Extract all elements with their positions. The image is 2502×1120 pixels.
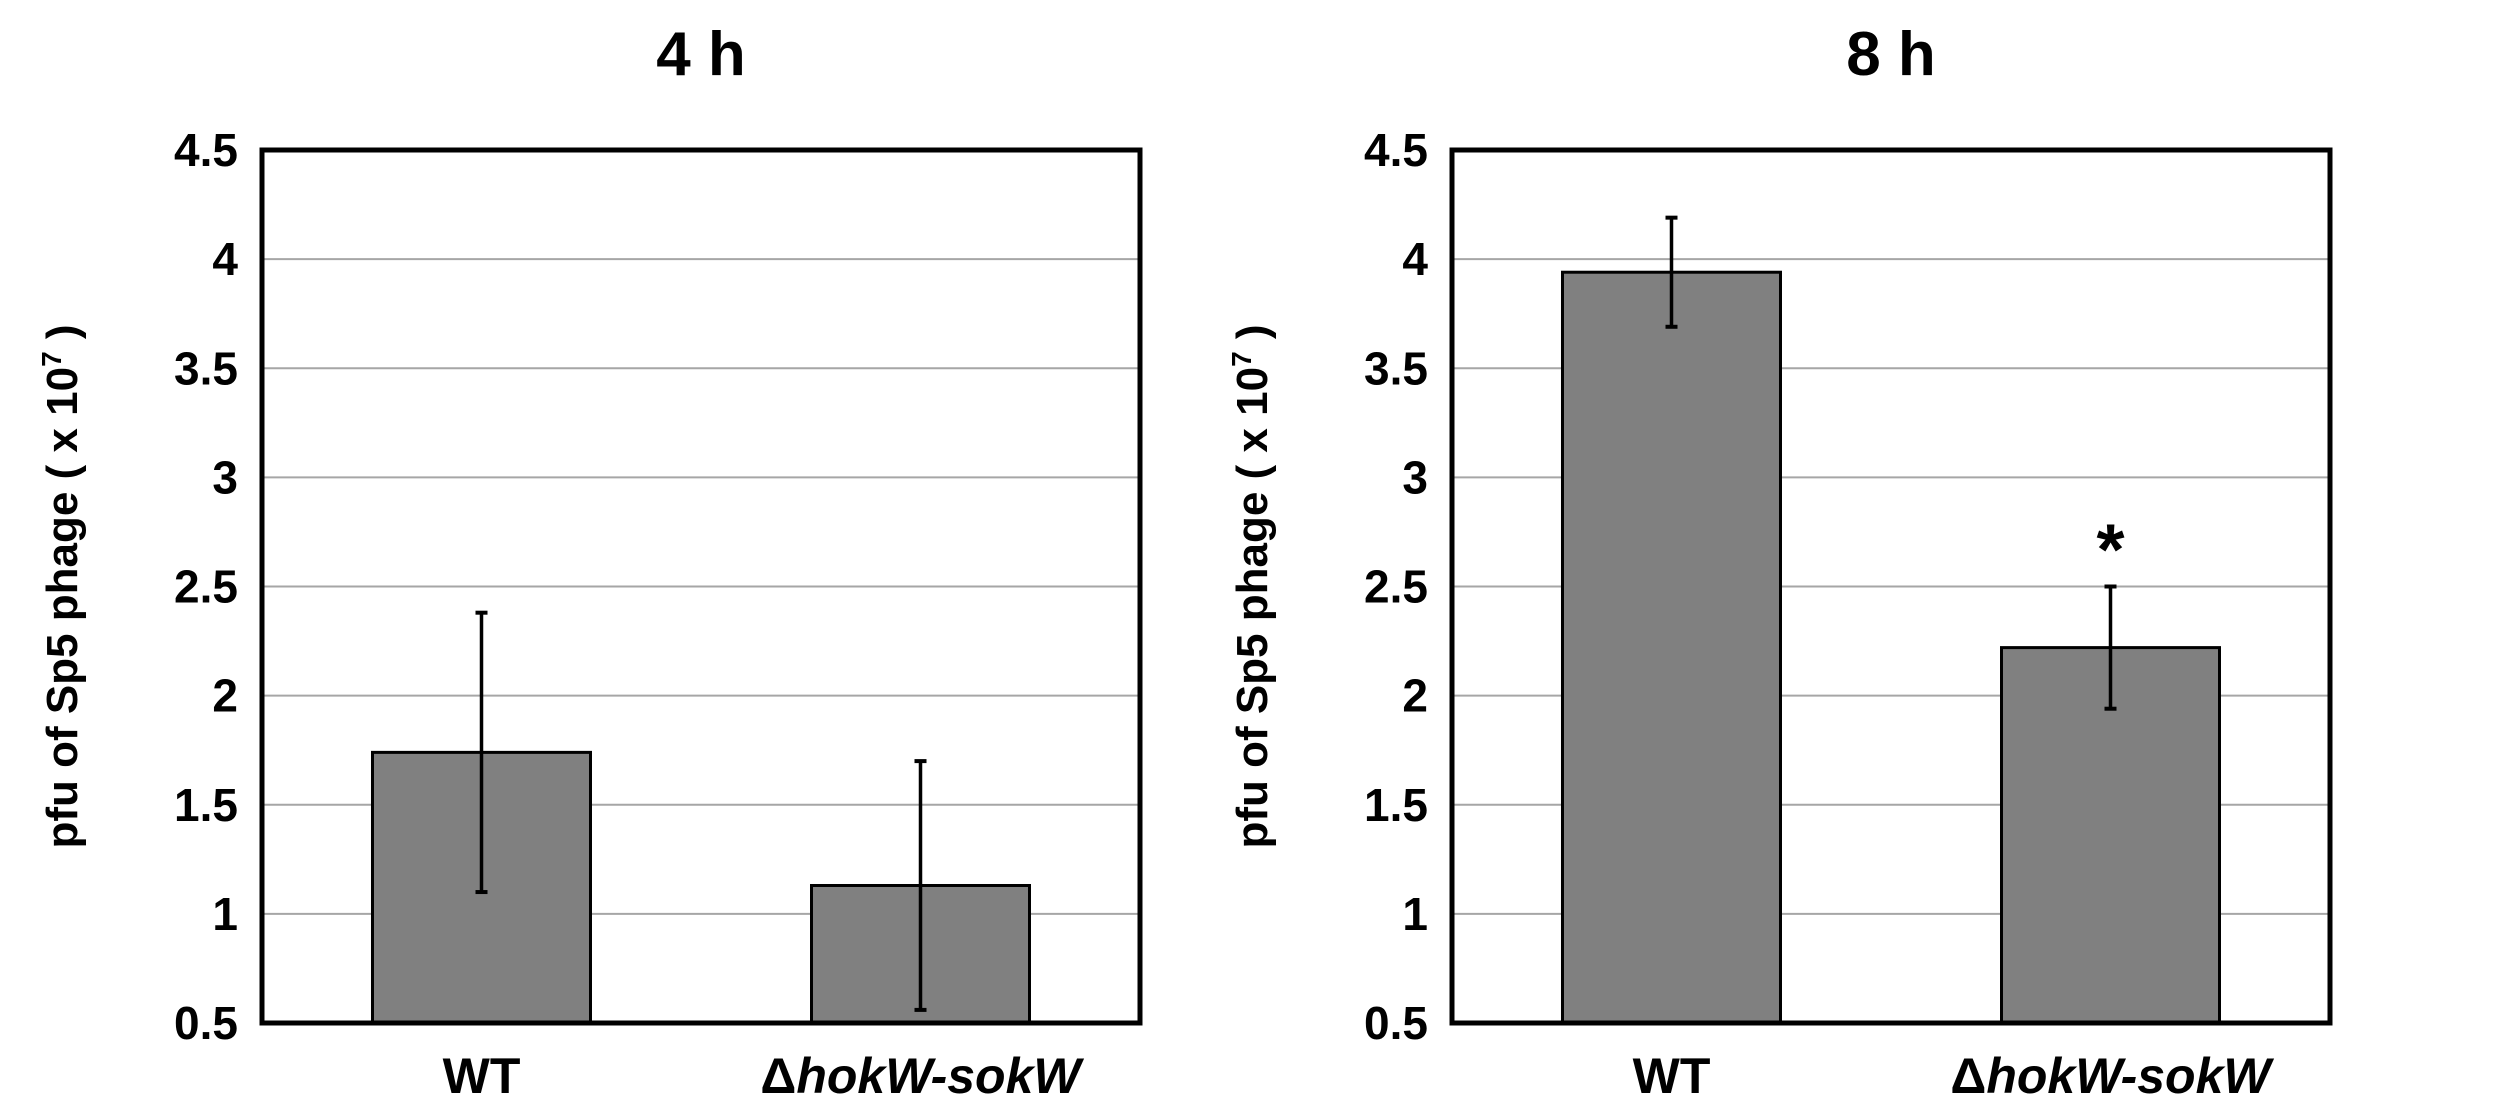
bar-1 — [1561, 270, 1782, 1025]
y-tick-label: 3.5 — [1364, 342, 1428, 394]
x-category-label: ΔhokW-sokW — [760, 1048, 1084, 1104]
significance-asterisk: * — [2096, 511, 2124, 591]
y-tick-label: 2.5 — [1364, 561, 1428, 613]
plot-frame — [1449, 147, 2333, 1026]
y-tick-label: 4.5 — [1364, 124, 1428, 176]
y-tick-label: 3 — [1402, 451, 1428, 503]
y-tick-label: 1.5 — [1364, 779, 1428, 831]
chart-title: 8 h — [1846, 20, 1936, 89]
y-tick-label: 4 — [212, 233, 238, 285]
y-tick-label: 4.5 — [174, 124, 238, 176]
x-category-label: ΔhokW-sokW — [1950, 1048, 2274, 1104]
y-tick-label: 1 — [1402, 888, 1428, 940]
y-tick-label: 1 — [212, 888, 238, 940]
y-tick-label: 2.5 — [174, 561, 238, 613]
y-tick-label: 2 — [1402, 670, 1428, 722]
bar-2 — [2000, 646, 2221, 1025]
y-tick-label: 3.5 — [174, 342, 238, 394]
y-tick-label: 2 — [212, 670, 238, 722]
y-tick-label: 0.5 — [1364, 997, 1428, 1049]
x-category-label: WT — [443, 1048, 521, 1104]
y-tick-label: 4 — [1402, 233, 1428, 285]
x-category-label: WT — [1633, 1048, 1711, 1104]
chart-panel-2: 8 h 0.5 1 1.5 2 2.5 3 3.5 4 4.5 WT * ΔhokW-sokW pfu o… — [1226, 20, 2333, 1104]
chart-panel-1: 4 h 0.5 1 1.5 2 2.5 3 3.5 4 4.5 WT ΔhokW-sokW pfu of… — [36, 20, 1143, 1104]
y-tick-label: 1.5 — [174, 779, 238, 831]
plot-frame — [259, 147, 1143, 1026]
y-axis-title: pfu of Sp5 phage ( x 107 ) — [1226, 324, 1277, 848]
y-axis-title: pfu of Sp5 phage ( x 107 ) — [36, 324, 87, 848]
y-tick-label: 3 — [212, 451, 238, 503]
chart-title: 4 h — [656, 20, 746, 89]
y-tick-label: 0.5 — [174, 997, 238, 1049]
